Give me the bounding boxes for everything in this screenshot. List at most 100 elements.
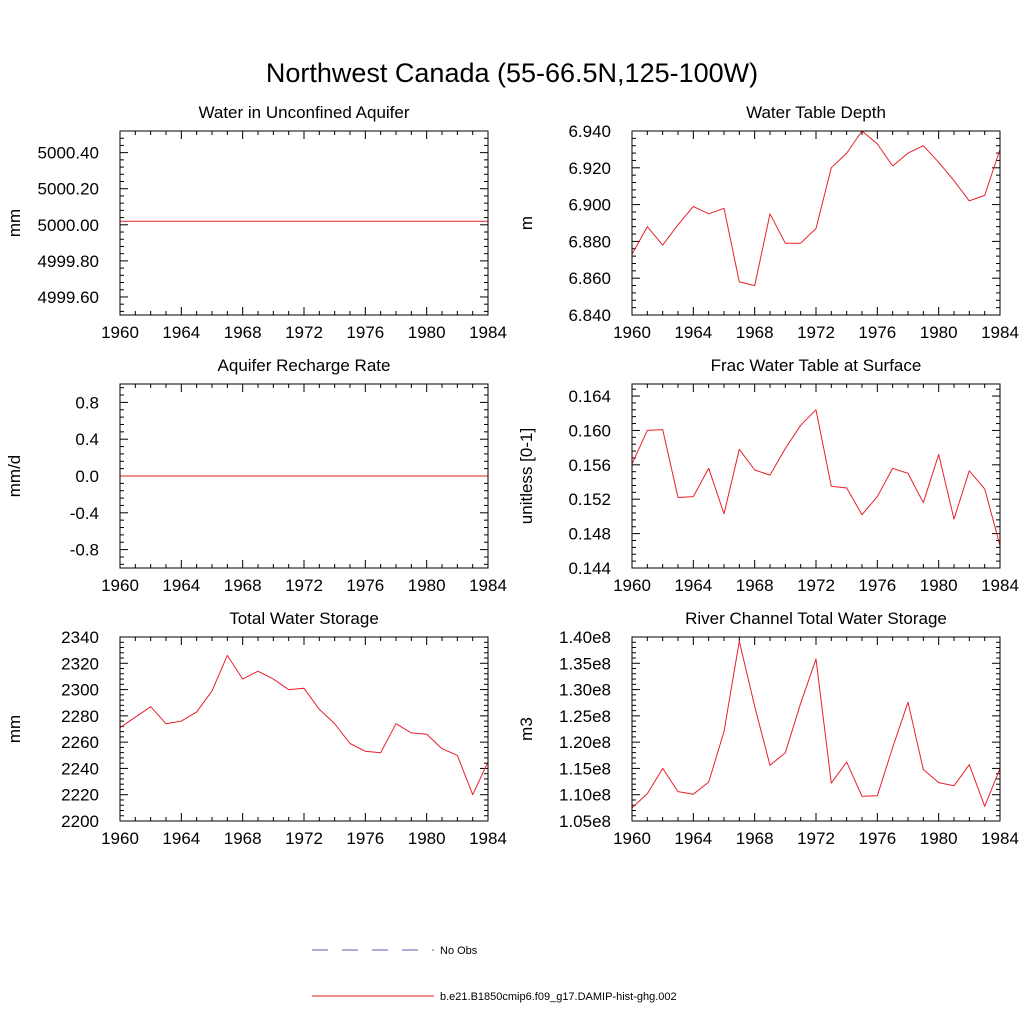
y-tick-label: 0.156 bbox=[568, 456, 611, 475]
x-tick-label: 1968 bbox=[224, 576, 262, 595]
x-tick-label: 1968 bbox=[224, 829, 262, 848]
y-axis-label: mm bbox=[5, 209, 24, 237]
x-tick-label: 1964 bbox=[674, 829, 712, 848]
y-axis-label: m3 bbox=[517, 717, 536, 741]
y-tick-label: 5000.20 bbox=[38, 180, 99, 199]
x-tick-label: 1968 bbox=[224, 323, 262, 342]
x-tick-label: 1980 bbox=[920, 829, 958, 848]
chart-panel-1: Water in Unconfined Aquifer mm 1960 1964 196… bbox=[5, 103, 507, 342]
chart-panel-2: Water Table Depth m 1960 1964 1968 1972 1976 19… bbox=[517, 103, 1019, 342]
y-tick-label: 2340 bbox=[61, 628, 99, 647]
y-tick-label: 5000.40 bbox=[38, 144, 99, 163]
y-tick-label: 2240 bbox=[61, 759, 99, 778]
y-tick-label: 6.860 bbox=[568, 269, 611, 288]
x-tick-label: 1980 bbox=[920, 576, 958, 595]
plot-frame bbox=[119, 130, 489, 316]
y-axis-label: mm bbox=[5, 715, 24, 743]
series-line-1 bbox=[119, 654, 489, 796]
y-axis-label: unitless [0-1] bbox=[517, 428, 536, 524]
plot-frame bbox=[119, 383, 489, 569]
chart-panel-4: Frac Water Table at Surface unitless [0-1… bbox=[517, 356, 1019, 595]
x-tick-label: 1972 bbox=[797, 829, 835, 848]
y-tick-label: 4999.80 bbox=[38, 252, 99, 271]
panel-title: Aquifer Recharge Rate bbox=[218, 356, 391, 375]
y-tick-label: 1.05e8 bbox=[559, 812, 611, 831]
y-tick-label: 4999.60 bbox=[38, 288, 99, 307]
series-line-1 bbox=[631, 130, 1001, 287]
y-tick-label: 0.164 bbox=[568, 387, 611, 406]
x-tick-label: 1980 bbox=[920, 323, 958, 342]
y-tick-label: 0.0 bbox=[75, 467, 99, 486]
x-tick-label: 1960 bbox=[613, 323, 651, 342]
y-tick-label: 6.920 bbox=[568, 159, 611, 178]
x-tick-label: 1960 bbox=[101, 576, 139, 595]
y-tick-label: 6.840 bbox=[568, 306, 611, 325]
x-tick-label: 1976 bbox=[858, 829, 896, 848]
figure-title: Northwest Canada (55-66.5N,125-100W) bbox=[266, 58, 758, 88]
plot-frame bbox=[631, 636, 1001, 822]
panel-title: Frac Water Table at Surface bbox=[711, 356, 922, 375]
y-tick-label: 2300 bbox=[61, 681, 99, 700]
x-tick-label: 1972 bbox=[797, 576, 835, 595]
y-axis-label: m bbox=[517, 216, 536, 230]
chart-panel-5: Total Water Storage mm 1960 1964 1968 1972 197… bbox=[5, 609, 507, 848]
x-tick-label: 1964 bbox=[162, 829, 200, 848]
plot-frame bbox=[631, 130, 1001, 316]
x-tick-label: 1968 bbox=[736, 829, 774, 848]
x-tick-label: 1964 bbox=[674, 576, 712, 595]
y-tick-label: 0.160 bbox=[568, 421, 611, 440]
y-tick-label: 1.15e8 bbox=[559, 759, 611, 778]
x-tick-label: 1972 bbox=[797, 323, 835, 342]
panel-title: Water in Unconfined Aquifer bbox=[198, 103, 409, 122]
y-tick-label: 6.940 bbox=[568, 122, 611, 141]
y-tick-label: 0.4 bbox=[75, 430, 99, 449]
x-tick-label: 1976 bbox=[346, 323, 384, 342]
x-tick-label: 1984 bbox=[981, 323, 1019, 342]
legend: No Obs b.e21.B1850cmip6.f09_g17.DAMIP-hi… bbox=[312, 945, 677, 1003]
panel-title: River Channel Total Water Storage bbox=[685, 609, 947, 628]
y-tick-label: 0.148 bbox=[568, 525, 611, 544]
chart-panels: Water in Unconfined Aquifer mm 1960 1964 196… bbox=[5, 103, 1019, 848]
x-tick-label: 1972 bbox=[285, 576, 323, 595]
x-tick-label: 1984 bbox=[981, 829, 1019, 848]
x-tick-label: 1984 bbox=[469, 829, 507, 848]
legend-label-no-obs: No Obs bbox=[440, 945, 478, 957]
y-tick-label: 2280 bbox=[61, 707, 99, 726]
panel-title: Total Water Storage bbox=[229, 609, 379, 628]
x-tick-label: 1972 bbox=[285, 829, 323, 848]
x-tick-label: 1976 bbox=[858, 323, 896, 342]
y-tick-label: -0.8 bbox=[70, 541, 99, 560]
y-axis-label: mm/d bbox=[5, 455, 24, 498]
y-tick-label: 1.30e8 bbox=[559, 681, 611, 700]
y-tick-label: 2200 bbox=[61, 812, 99, 831]
y-tick-label: 1.35e8 bbox=[559, 654, 611, 673]
y-tick-label: 1.10e8 bbox=[559, 786, 611, 805]
y-tick-label: 6.900 bbox=[568, 196, 611, 215]
x-tick-label: 1976 bbox=[346, 829, 384, 848]
panel-title: Water Table Depth bbox=[746, 103, 886, 122]
x-tick-label: 1980 bbox=[408, 323, 446, 342]
x-tick-label: 1964 bbox=[162, 576, 200, 595]
series-line-1 bbox=[631, 640, 1001, 809]
x-tick-label: 1980 bbox=[408, 829, 446, 848]
y-tick-label: 0.152 bbox=[568, 490, 611, 509]
y-tick-label: 0.144 bbox=[568, 559, 611, 578]
x-tick-label: 1972 bbox=[285, 323, 323, 342]
x-tick-label: 1976 bbox=[346, 576, 384, 595]
x-tick-label: 1968 bbox=[736, 323, 774, 342]
legend-label-model-run: b.e21.B1850cmip6.f09_g17.DAMIP-hist-ghg.… bbox=[440, 991, 677, 1003]
y-tick-label: 2220 bbox=[61, 786, 99, 805]
y-tick-label: 2320 bbox=[61, 654, 99, 673]
x-tick-label: 1984 bbox=[469, 323, 507, 342]
chart-panel-3: Aquifer Recharge Rate mm/d 1960 1964 1968 197… bbox=[5, 356, 507, 595]
y-tick-label: 1.20e8 bbox=[559, 733, 611, 752]
x-tick-label: 1984 bbox=[469, 576, 507, 595]
x-tick-label: 1964 bbox=[162, 323, 200, 342]
series-line-1 bbox=[631, 409, 1001, 546]
y-tick-label: 5000.00 bbox=[38, 216, 99, 235]
y-tick-label: -0.4 bbox=[70, 504, 99, 523]
plot-frame bbox=[119, 636, 489, 822]
x-tick-label: 1968 bbox=[736, 576, 774, 595]
